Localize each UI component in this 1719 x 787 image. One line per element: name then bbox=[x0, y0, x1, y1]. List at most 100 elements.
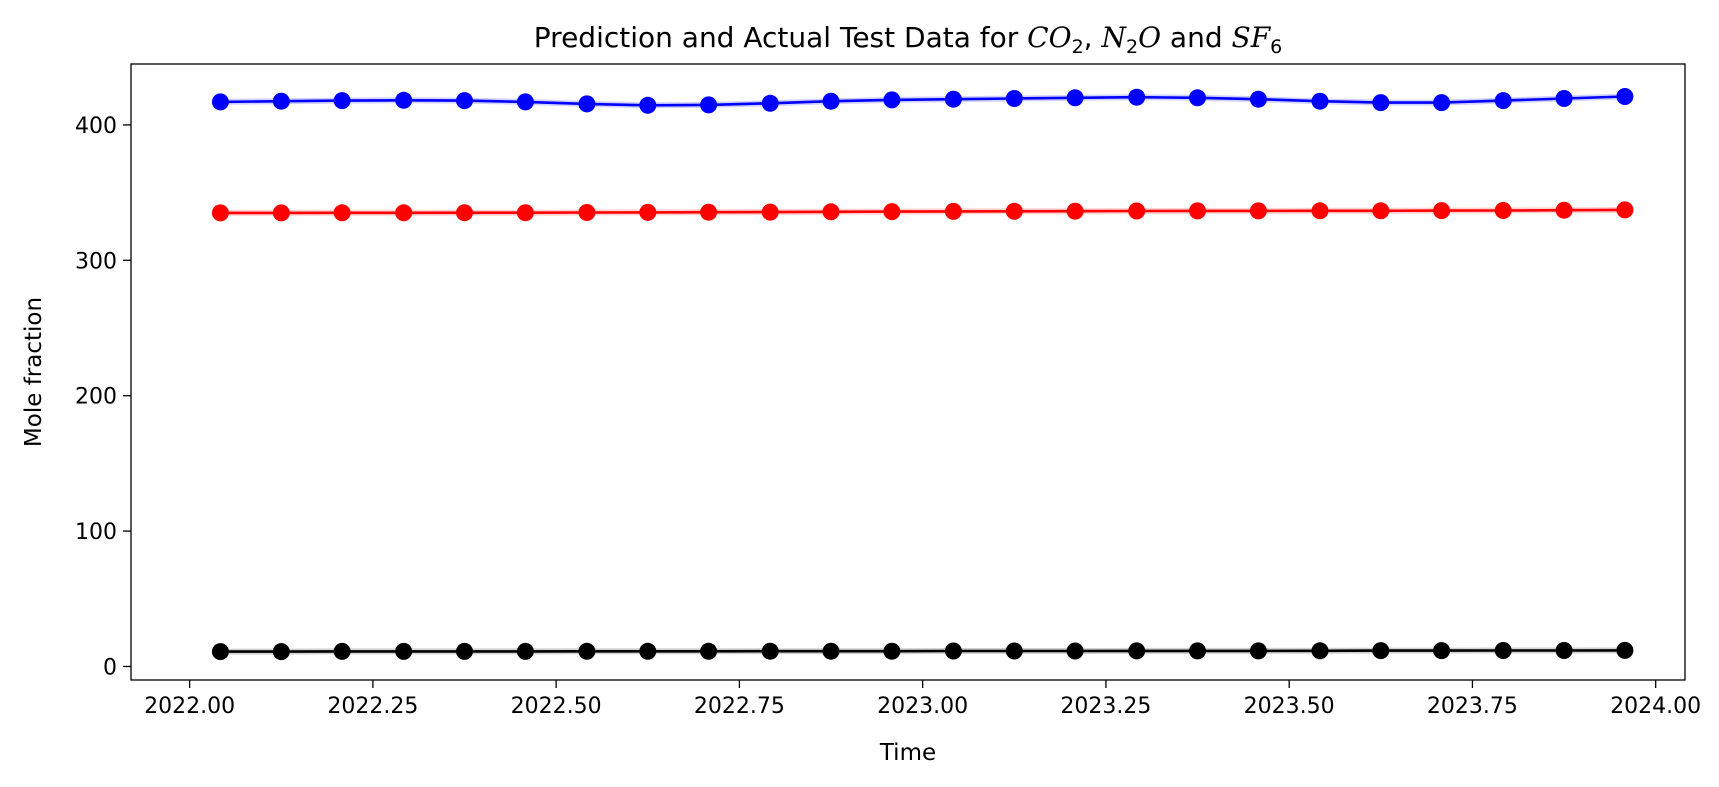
data-point bbox=[1494, 92, 1512, 110]
data-point bbox=[822, 642, 840, 660]
data-point bbox=[1555, 201, 1573, 219]
data-point bbox=[639, 203, 657, 221]
y-tick-label: 0 bbox=[103, 655, 117, 680]
data-point bbox=[1372, 94, 1390, 112]
data-point bbox=[272, 204, 290, 222]
x-axis: 2022.00 2022.25 2022.50 2022.75 2023.00 2023.… bbox=[144, 680, 1701, 719]
data-point bbox=[1555, 642, 1573, 659]
data-point bbox=[578, 642, 596, 660]
x-tick-label: 2023.00 bbox=[877, 694, 968, 719]
data-point bbox=[395, 204, 413, 222]
data-point bbox=[1066, 642, 1084, 660]
x-axis-label: Time bbox=[879, 740, 936, 766]
series-line bbox=[220, 95, 1625, 107]
data-point bbox=[822, 92, 840, 110]
data-point bbox=[639, 642, 657, 660]
data-point bbox=[1372, 202, 1390, 220]
title-sep1: , bbox=[1084, 21, 1102, 54]
data-point bbox=[1128, 202, 1146, 220]
x-tick-label: 2022.75 bbox=[694, 694, 785, 719]
data-point bbox=[1189, 642, 1206, 660]
x-tick-label: 2023.25 bbox=[1060, 694, 1151, 719]
data-point bbox=[395, 642, 413, 660]
x-tick-label: 2023.75 bbox=[1427, 694, 1518, 719]
data-point bbox=[883, 642, 901, 660]
data-point bbox=[700, 96, 718, 114]
data-point bbox=[1066, 89, 1084, 107]
data-point bbox=[333, 204, 351, 222]
data-point bbox=[1005, 642, 1023, 660]
data-point bbox=[578, 204, 596, 221]
title-sf6-sub: 6 bbox=[1270, 36, 1282, 58]
data-point bbox=[395, 91, 413, 109]
x-tick-label: 2022.50 bbox=[511, 694, 602, 719]
data-point bbox=[1616, 88, 1634, 105]
data-point bbox=[456, 642, 473, 660]
title-co2: CO bbox=[1027, 21, 1071, 54]
series-3 bbox=[211, 641, 1634, 661]
data-point bbox=[1128, 642, 1146, 660]
data-point bbox=[944, 202, 962, 220]
data-point bbox=[272, 643, 290, 661]
data-point bbox=[1128, 88, 1146, 106]
data-point bbox=[944, 642, 962, 660]
data-point bbox=[1494, 202, 1512, 219]
data-point bbox=[1005, 202, 1023, 220]
data-point bbox=[1066, 202, 1084, 220]
data-point bbox=[883, 91, 901, 109]
x-tick-label: 2024.00 bbox=[1610, 694, 1701, 719]
data-point bbox=[1555, 90, 1573, 107]
chart-title: Prediction and Actual Test Data for CO2,… bbox=[534, 21, 1282, 58]
data-point bbox=[1189, 89, 1206, 107]
data-point bbox=[1372, 642, 1390, 660]
title-sf6: SF bbox=[1232, 21, 1272, 54]
data-point bbox=[1249, 202, 1267, 220]
y-tick-label: 100 bbox=[75, 520, 117, 545]
data-point bbox=[1311, 202, 1329, 220]
title-n2o-b: O bbox=[1138, 21, 1161, 54]
data-point bbox=[1249, 642, 1267, 660]
data-point bbox=[211, 643, 229, 661]
series-line bbox=[220, 649, 1625, 653]
data-point bbox=[1249, 90, 1267, 108]
y-tick-label: 300 bbox=[75, 249, 117, 274]
title-n2o-a: N bbox=[1100, 21, 1127, 54]
series-line bbox=[220, 208, 1625, 215]
data-point bbox=[333, 642, 351, 660]
data-point bbox=[1005, 90, 1023, 107]
series-1 bbox=[211, 88, 1634, 114]
data-point bbox=[1616, 201, 1634, 219]
data-point bbox=[944, 90, 962, 108]
data-point bbox=[456, 92, 473, 110]
data-point bbox=[761, 203, 779, 221]
data-point bbox=[822, 203, 840, 221]
series-2 bbox=[211, 201, 1634, 222]
x-tick-label: 2023.50 bbox=[1244, 694, 1335, 719]
y-axis: 0 100 200 300 400 bbox=[75, 114, 131, 680]
data-point bbox=[883, 203, 901, 221]
data-point bbox=[333, 92, 351, 110]
title-co2-sub: 2 bbox=[1072, 36, 1084, 58]
plot-frame bbox=[130, 63, 1686, 681]
data-point bbox=[1433, 202, 1451, 220]
data-point bbox=[761, 642, 779, 660]
data-point bbox=[1433, 642, 1451, 660]
data-point bbox=[1189, 202, 1206, 220]
data-point bbox=[1311, 642, 1329, 660]
data-point bbox=[211, 93, 229, 111]
y-tick-label: 400 bbox=[75, 114, 117, 139]
y-axis-label: Mole fraction bbox=[21, 297, 47, 447]
data-point bbox=[1433, 94, 1451, 112]
data-point bbox=[1311, 92, 1329, 110]
data-point bbox=[1494, 642, 1512, 659]
y-tick-label: 200 bbox=[75, 385, 117, 410]
x-tick-label: 2022.00 bbox=[144, 694, 235, 719]
data-point bbox=[516, 93, 534, 111]
data-point bbox=[700, 203, 718, 221]
data-point bbox=[578, 95, 596, 113]
series-layer bbox=[211, 88, 1634, 661]
data-point bbox=[639, 96, 657, 114]
data-point bbox=[761, 94, 779, 112]
data-point bbox=[1616, 641, 1634, 659]
